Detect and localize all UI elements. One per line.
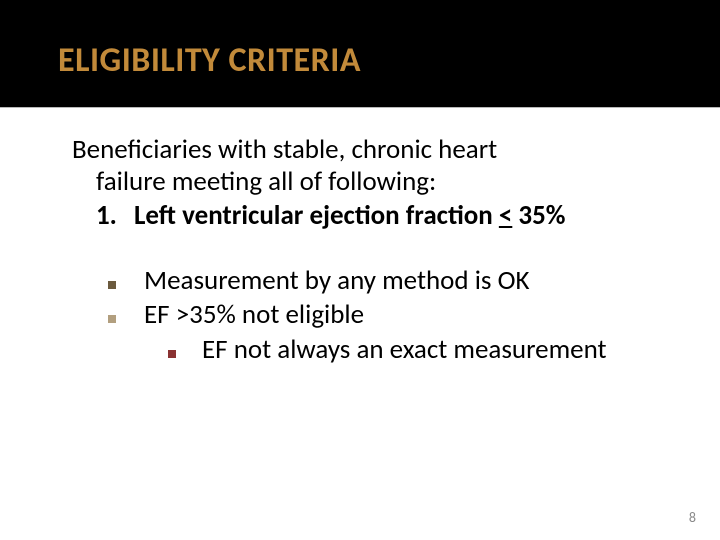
intro-line-1: Beneficiaries with stable, chronic heart xyxy=(60,134,672,166)
square-bullet-icon xyxy=(108,315,116,323)
list-number: 1. xyxy=(96,200,134,232)
sub-bullet-item: EF not always an exact measurement xyxy=(60,333,672,368)
square-bullet-icon xyxy=(108,281,116,289)
content-area: Beneficiaries with stable, chronic heart… xyxy=(0,108,720,367)
bullet-item-1: Measurement by any method is OK xyxy=(60,264,672,299)
bullet-item-2: EF >35% not eligible xyxy=(60,298,672,333)
header-band: ELIGIBILITY CRITERIA xyxy=(0,0,720,108)
numbered-text-after: 35% xyxy=(512,199,565,232)
bullet-text-2: EF >35% not eligible xyxy=(144,298,364,333)
slide-title: ELIGIBILITY CRITERIA xyxy=(58,40,720,81)
square-bullet-icon xyxy=(168,350,176,358)
numbered-text-before: Left ventricular ejection fraction xyxy=(134,199,499,232)
numbered-underline: < xyxy=(499,199,512,232)
title-underline xyxy=(0,107,720,108)
page-number: 8 xyxy=(689,509,696,526)
bullet-text-1: Measurement by any method is OK xyxy=(144,264,529,299)
numbered-item-1: 1.Left ventricular ejection fraction < 3… xyxy=(60,200,672,232)
intro-line-2: failure meeting all of following: xyxy=(60,166,672,198)
sub-bullet-text: EF not always an exact measurement xyxy=(202,333,607,368)
bullet-list: Measurement by any method is OK EF >35% … xyxy=(60,264,672,368)
